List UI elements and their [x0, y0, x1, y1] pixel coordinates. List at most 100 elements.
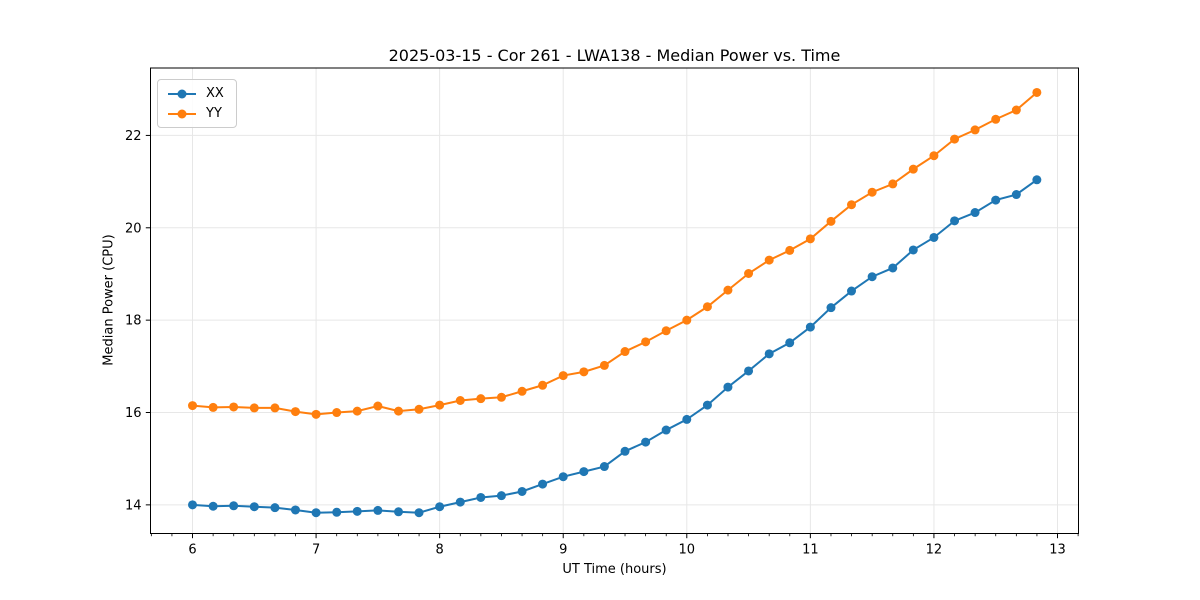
series-yy-marker	[888, 179, 898, 189]
series-yy-marker	[661, 326, 671, 336]
series-xx-marker	[579, 467, 589, 477]
x-tick-label: 10	[679, 543, 696, 558]
legend: XX YY	[157, 79, 237, 128]
series-xx-marker	[496, 491, 506, 501]
series-xx-marker	[290, 505, 300, 515]
series-yy-marker	[1011, 105, 1021, 115]
series-xx-marker	[188, 500, 198, 510]
plot-border	[150, 67, 1079, 534]
series-yy-marker	[394, 406, 404, 416]
x-tick-label: 6	[188, 543, 196, 558]
series-yy-marker	[826, 216, 836, 226]
x-tick-label: 8	[436, 543, 444, 558]
legend-label-yy: YY	[206, 106, 222, 121]
y-tick-label: 22	[125, 129, 142, 144]
legend-item-xx: XX	[167, 86, 224, 101]
series-xx-marker	[352, 506, 362, 516]
legend-swatch-xx-icon	[167, 87, 197, 101]
series-yy-marker	[579, 367, 589, 377]
series-xx-marker	[1032, 175, 1042, 185]
series-xx-marker	[888, 263, 898, 273]
y-tick-label: 16	[125, 406, 142, 421]
series-yy-marker	[867, 187, 877, 197]
series-xx-marker	[702, 400, 712, 410]
series-yy-marker	[249, 403, 259, 413]
series-xx-line	[192, 178, 1038, 514]
series-yy-marker	[414, 404, 424, 414]
series-xx-marker	[620, 446, 630, 456]
series-xx-marker	[661, 425, 671, 435]
series-yy-marker	[208, 402, 218, 412]
series-xx-marker	[455, 497, 465, 507]
series-yy-marker	[558, 371, 568, 381]
series-xx-marker	[991, 195, 1001, 205]
series-xx-marker	[764, 349, 774, 359]
series-yy-marker	[764, 255, 774, 265]
series-xx-marker	[332, 507, 342, 517]
series-xx-marker	[538, 479, 548, 489]
series-xx-marker	[970, 208, 980, 218]
series-yy-marker	[682, 315, 692, 325]
x-tick-label: 9	[559, 543, 567, 558]
x-tick-label: 13	[1049, 543, 1066, 558]
series-yy-marker	[908, 164, 918, 174]
series-yy-marker	[517, 386, 527, 396]
y-tick-label: 18	[125, 314, 142, 329]
series-yy-marker	[805, 234, 815, 244]
series-yy-marker	[1032, 87, 1042, 97]
series-yy-marker	[188, 401, 198, 411]
series-xx-marker	[414, 508, 424, 518]
series-xx-marker	[311, 508, 321, 518]
series-xx-marker	[599, 462, 609, 472]
chart-title: 2025-03-15 - Cor 261 - LWA138 - Median P…	[388, 46, 841, 65]
series-yy-marker	[599, 360, 609, 370]
legend-label-xx: XX	[206, 86, 224, 101]
series-xx-marker	[394, 507, 404, 517]
legend-item-yy: YY	[167, 106, 224, 121]
series-yy-marker	[373, 401, 383, 411]
series-xx-marker	[847, 286, 857, 296]
series-yy-marker	[744, 269, 754, 279]
series-xx-marker	[950, 216, 960, 226]
series-yy-marker	[929, 151, 939, 161]
series-yy-marker	[785, 245, 795, 255]
series-xx-marker	[517, 486, 527, 496]
y-tick-label: 20	[125, 221, 142, 236]
series-yy-marker	[229, 402, 239, 412]
series-xx-marker	[826, 303, 836, 313]
x-tick-label: 12	[926, 543, 943, 558]
series-yy-marker	[970, 125, 980, 135]
series-yy-marker	[435, 400, 445, 410]
series-yy-marker	[723, 285, 733, 295]
series-yy-marker	[847, 200, 857, 210]
legend-swatch-yy-icon	[167, 107, 197, 121]
series-yy-marker	[702, 302, 712, 312]
series-xx-marker	[929, 232, 939, 242]
series-xx-marker	[908, 245, 918, 255]
series-xx-marker	[1011, 190, 1021, 200]
series-yy-marker	[496, 392, 506, 402]
series-yy-marker	[950, 134, 960, 144]
series-yy-marker	[352, 406, 362, 416]
series-yy-marker	[991, 114, 1001, 124]
series-xx-marker	[805, 322, 815, 332]
series-xx-marker	[682, 414, 692, 424]
series-yy-marker	[270, 403, 280, 413]
series-xx-marker	[435, 502, 445, 512]
x-tick-label: 7	[312, 543, 320, 558]
series-xx-marker	[208, 501, 218, 511]
series-xx-marker	[270, 503, 280, 513]
series-yy-marker	[332, 408, 342, 418]
series-yy-marker	[290, 407, 300, 417]
series-yy-marker	[455, 396, 465, 405]
series-yy-marker	[641, 337, 651, 347]
series-xx-marker	[558, 472, 568, 482]
series-xx-marker	[229, 501, 239, 511]
y-axis-label: Median Power (CPU)	[101, 234, 117, 366]
series-xx-marker	[249, 502, 259, 512]
x-tick-label: 11	[802, 543, 819, 558]
y-tick-label: 14	[125, 498, 142, 513]
series-xx-marker	[476, 492, 486, 502]
